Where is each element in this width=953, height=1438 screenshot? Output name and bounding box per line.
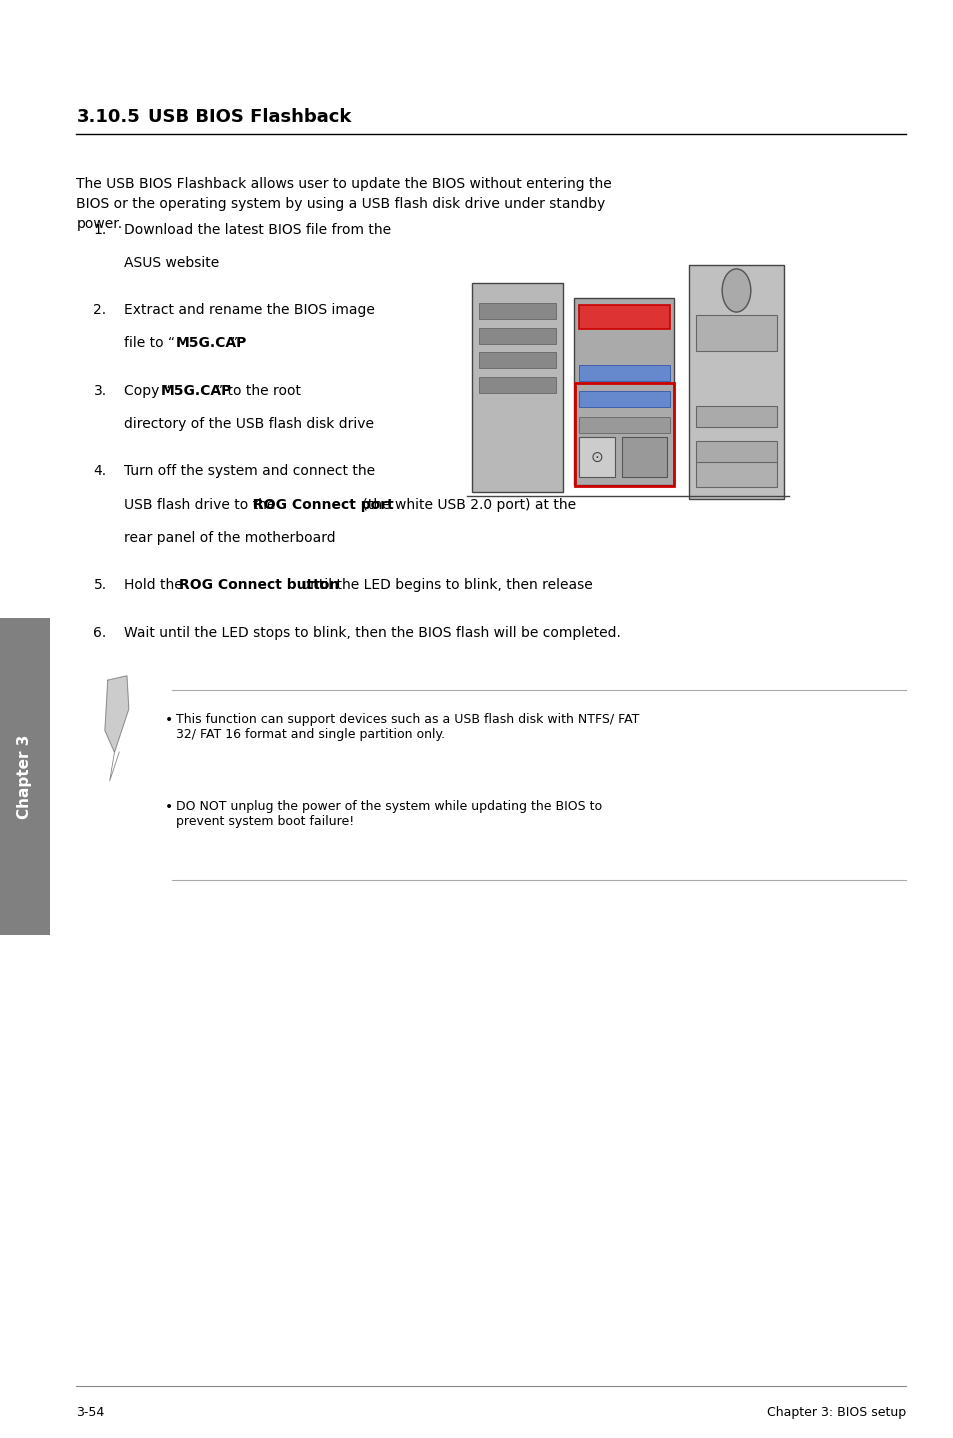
Text: This function can support devices such as a USB flash disk with NTFS/ FAT
32/ FA: This function can support devices such a…: [176, 713, 639, 741]
Text: M5G.CAP: M5G.CAP: [175, 336, 247, 351]
Text: ASUS website: ASUS website: [124, 256, 219, 270]
Text: 3.10.5: 3.10.5: [76, 108, 140, 127]
Text: directory of the USB flash disk drive: directory of the USB flash disk drive: [124, 417, 374, 431]
FancyBboxPatch shape: [578, 365, 669, 381]
Polygon shape: [105, 676, 129, 752]
FancyBboxPatch shape: [621, 437, 666, 477]
Text: 3.: 3.: [93, 384, 107, 398]
FancyBboxPatch shape: [578, 417, 669, 433]
Text: 6.: 6.: [93, 626, 107, 640]
Text: ⊙: ⊙: [590, 450, 603, 464]
Text: ” to the root: ” to the root: [215, 384, 300, 398]
FancyBboxPatch shape: [696, 462, 776, 487]
Text: Turn off the system and connect the: Turn off the system and connect the: [124, 464, 375, 479]
FancyBboxPatch shape: [472, 283, 562, 492]
Text: until the LED begins to blink, then release: until the LED begins to blink, then rele…: [296, 578, 592, 592]
Text: •: •: [165, 713, 173, 728]
FancyBboxPatch shape: [478, 377, 556, 393]
FancyBboxPatch shape: [578, 305, 669, 329]
Circle shape: [721, 269, 750, 312]
Text: ROG Connect button: ROG Connect button: [179, 578, 339, 592]
Text: Chapter 3: Chapter 3: [17, 735, 32, 818]
FancyBboxPatch shape: [478, 328, 556, 344]
Text: file to “: file to “: [124, 336, 174, 351]
FancyBboxPatch shape: [696, 315, 776, 351]
FancyBboxPatch shape: [478, 352, 556, 368]
Text: 2.: 2.: [93, 303, 107, 318]
Text: USB BIOS Flashback: USB BIOS Flashback: [148, 108, 351, 127]
Text: Extract and rename the BIOS image: Extract and rename the BIOS image: [124, 303, 375, 318]
Text: Copy “: Copy “: [124, 384, 171, 398]
FancyBboxPatch shape: [478, 303, 556, 319]
Text: ”: ”: [231, 336, 237, 351]
Text: 3-54: 3-54: [76, 1406, 105, 1419]
Text: rear panel of the motherboard: rear panel of the motherboard: [124, 531, 335, 545]
Text: Hold the: Hold the: [124, 578, 187, 592]
Text: Download the latest BIOS file from the: Download the latest BIOS file from the: [124, 223, 391, 237]
FancyBboxPatch shape: [578, 437, 615, 477]
Text: 4.: 4.: [93, 464, 107, 479]
FancyBboxPatch shape: [688, 265, 783, 499]
Text: The USB BIOS Flashback allows user to update the BIOS without entering the
BIOS : The USB BIOS Flashback allows user to up…: [76, 177, 612, 232]
Text: DO NOT unplug the power of the system while updating the BIOS to
prevent system : DO NOT unplug the power of the system wh…: [176, 800, 602, 827]
Text: ROG Connect port: ROG Connect port: [253, 498, 394, 512]
FancyBboxPatch shape: [574, 298, 674, 485]
Text: •: •: [165, 800, 173, 814]
Text: 5.: 5.: [93, 578, 107, 592]
Text: USB flash drive to the: USB flash drive to the: [124, 498, 279, 512]
Text: M5G.CAP: M5G.CAP: [160, 384, 232, 398]
Text: (the white USB 2.0 port) at the: (the white USB 2.0 port) at the: [357, 498, 576, 512]
Bar: [0, 618, 50, 935]
FancyBboxPatch shape: [578, 391, 669, 407]
Text: 1.: 1.: [93, 223, 107, 237]
FancyBboxPatch shape: [696, 406, 776, 427]
Text: Wait until the LED stops to blink, then the BIOS flash will be completed.: Wait until the LED stops to blink, then …: [124, 626, 620, 640]
Text: Chapter 3: BIOS setup: Chapter 3: BIOS setup: [766, 1406, 905, 1419]
FancyBboxPatch shape: [696, 441, 776, 463]
